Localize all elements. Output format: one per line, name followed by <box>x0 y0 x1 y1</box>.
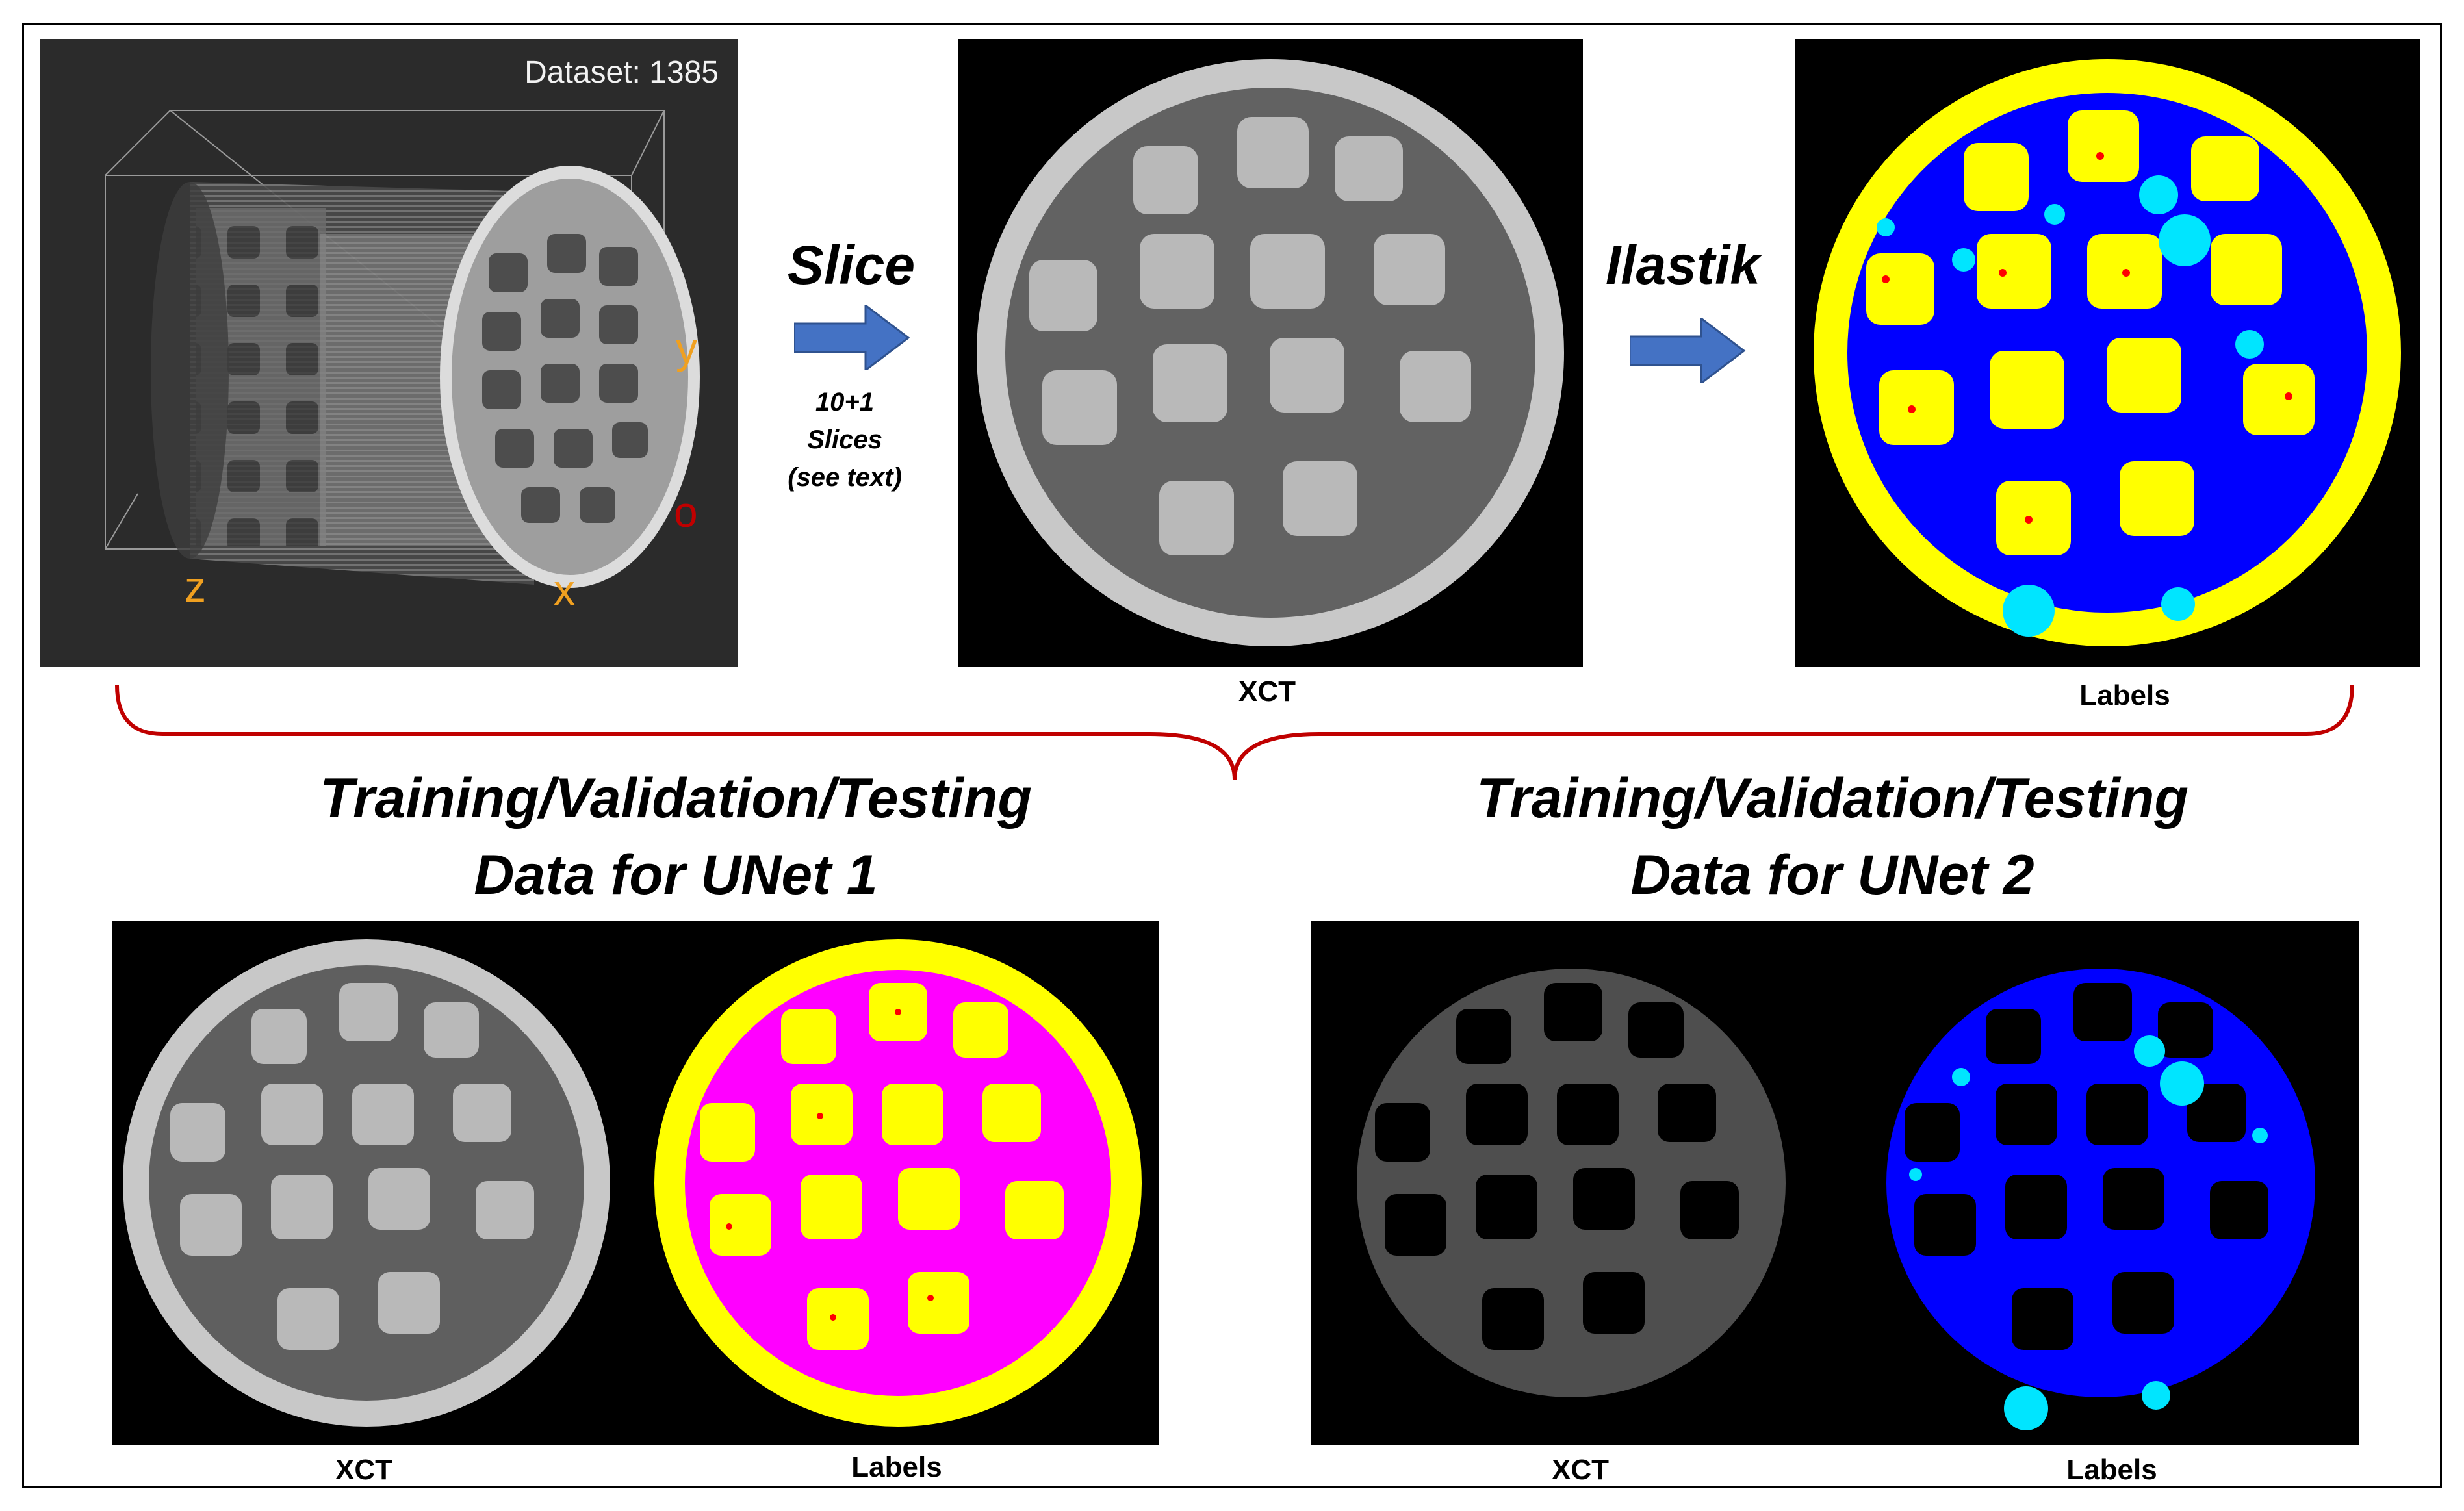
unet2-label-slice <box>1886 969 2315 1430</box>
xct-slice-panel-top <box>958 39 1583 667</box>
unet1-xct-caption: XCT <box>335 1454 392 1486</box>
unet1-panel <box>112 921 1159 1445</box>
unet2-xct-caption: XCT <box>1552 1454 1609 1486</box>
unet2-xct-slice <box>1357 969 1786 1397</box>
unet1-title-line1: Training/Validation/Testing <box>320 767 1032 830</box>
unet2-image-pair <box>1357 969 2315 1430</box>
slice-note-line1: 10+1 <box>815 388 875 416</box>
slice-step-label: Slice <box>787 235 916 296</box>
axis-label-origin: o <box>674 488 698 536</box>
labels-panel-top <box>1795 39 2420 667</box>
slice-note-line2: Slices <box>807 425 882 454</box>
cylinder-front-face <box>440 166 700 588</box>
slice-arrow <box>794 305 910 370</box>
ilastik-step-label: Ilastik <box>1605 235 1761 296</box>
unet2-title-line1: Training/Validation/Testing <box>1476 767 2188 830</box>
xct-caption-top: XCT <box>1238 676 1296 707</box>
slice-note: 10+1 Slices (see text) <box>767 383 923 496</box>
labels-image-top <box>1814 59 2401 646</box>
unet1-title: Training/Validation/Testing Data for UNe… <box>195 760 1157 913</box>
unet2-panel <box>1311 921 2359 1445</box>
axis-label-x: x <box>554 566 575 614</box>
axis-label-y: y <box>676 324 697 372</box>
figure-frame <box>22 23 2442 1488</box>
unet2-labels-caption: Labels <box>2066 1454 2157 1486</box>
xct-slice-image-top <box>977 59 1564 646</box>
unet1-xct-slice <box>123 939 610 1427</box>
unet1-labels-caption: Labels <box>851 1451 942 1483</box>
unet2-title: Training/Validation/Testing Data for UNe… <box>1352 760 2313 913</box>
unet1-image-pair <box>123 939 1142 1427</box>
grouping-brace <box>115 685 2354 780</box>
volume-render-image <box>105 110 700 588</box>
slice-note-line3: (see text) <box>788 463 902 492</box>
cylinder-body <box>151 182 534 585</box>
unet1-title-line2: Data for UNet 1 <box>474 844 878 906</box>
ilastik-arrow <box>1630 318 1746 383</box>
dataset-label: Dataset: 1385 <box>524 55 719 90</box>
axis-label-z: z <box>185 563 206 611</box>
labels-caption-top: Labels <box>2079 679 2170 711</box>
unet1-label-slice <box>654 939 1142 1427</box>
unet2-title-line2: Data for UNet 2 <box>1630 844 2034 906</box>
volume-render-panel: Dataset: 1385 y o z x <box>40 39 738 667</box>
